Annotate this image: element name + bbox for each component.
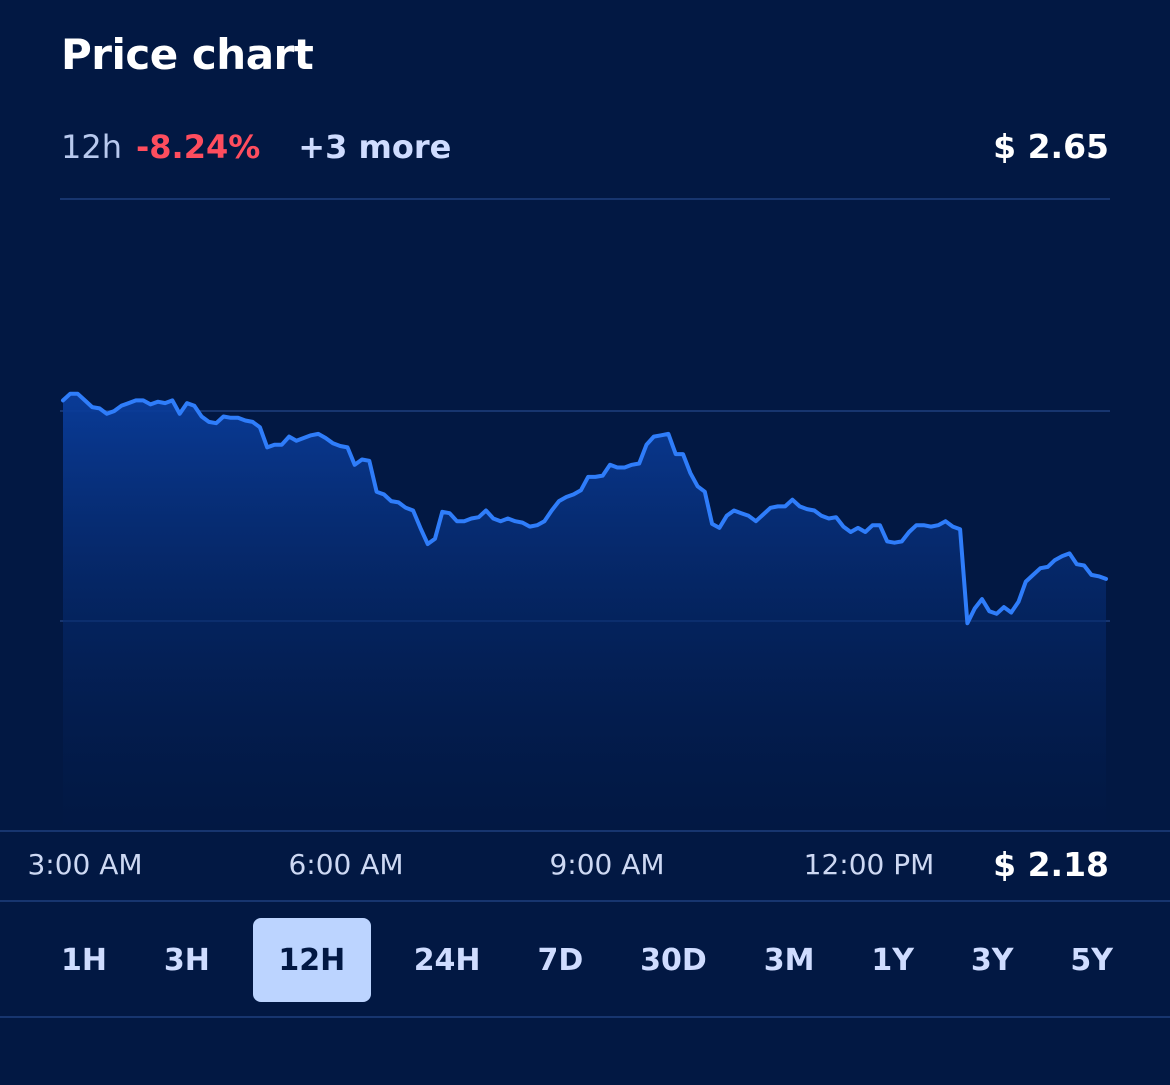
range-selector: 1H 3H 12H 24H 7D 30D 3M 1Y 3Y 5Y	[47, 918, 1127, 1002]
range-5y-button[interactable]: 5Y	[1070, 942, 1113, 978]
x-tick-label: 3:00 AM	[27, 848, 143, 881]
range-30d-button[interactable]: 30D	[640, 942, 707, 978]
range-12h-button[interactable]: 12H	[252, 918, 371, 1002]
page-title: Price chart	[61, 30, 314, 79]
price-high-label: $ 2.65	[993, 127, 1109, 166]
more-stats-link[interactable]: +3 more	[298, 128, 452, 166]
x-tick-label: 12:00 PM	[803, 848, 935, 881]
price-area	[63, 393, 1106, 830]
range-3m-button[interactable]: 3M	[763, 942, 815, 978]
price-line	[61, 391, 1108, 626]
price-stats: 12h -8.24% +3 more	[61, 124, 451, 170]
range-7d-button[interactable]: 7D	[537, 942, 584, 978]
percent-change: -8.24%	[136, 128, 261, 166]
range-3y-button[interactable]: 3Y	[970, 942, 1014, 978]
range-1y-button[interactable]: 1Y	[871, 942, 914, 978]
x-tick-label: 6:00 AM	[288, 848, 404, 881]
divider	[0, 900, 1170, 902]
price-low-label: $ 2.18	[993, 845, 1109, 884]
divider	[0, 830, 1170, 832]
range-3h-button[interactable]: 3H	[163, 942, 210, 978]
divider	[0, 1016, 1170, 1018]
range-24h-button[interactable]: 24H	[413, 942, 481, 978]
range-1h-button[interactable]: 1H	[61, 942, 107, 978]
price-chart[interactable]	[0, 0, 1170, 840]
period-label: 12h	[61, 128, 122, 166]
x-tick-label: 9:00 AM	[549, 848, 665, 881]
